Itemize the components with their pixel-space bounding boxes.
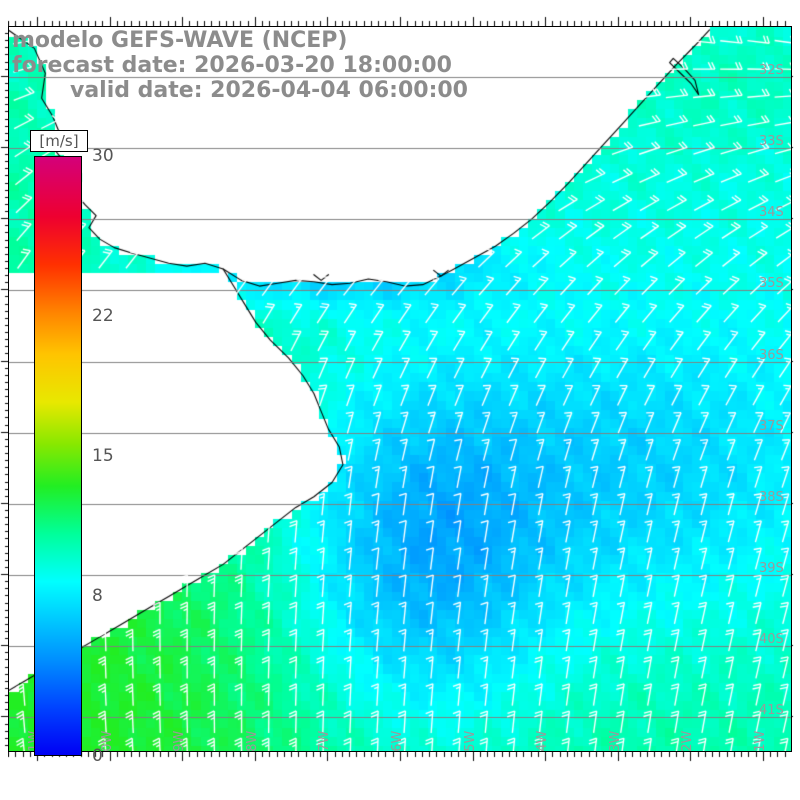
longitude-label-53w: 53W [607,730,623,752]
latitude-label-33s: 33S [759,134,784,149]
colorbar-tick-30: 30 [92,146,114,166]
longitude-label-51w: 51W [752,730,768,752]
latitude-label-34s: 34S [759,205,784,221]
longitude-label-52w: 52W [680,730,696,752]
latitude-label-40s: 40S [759,632,784,648]
colorbar-tick-8: 8 [92,586,103,606]
colorbar-tick-0: 0 [92,746,103,766]
longitude-label-59w: 59W [172,730,188,752]
colorbar-gradient [34,156,82,756]
axis-ticks-top [8,16,792,26]
latitude-label-36s: 36S [759,347,784,363]
colorbar-unit-label: [m/s] [30,130,88,152]
longitude-label-55w: 55W [462,730,478,752]
axis-ticks-bottom [8,752,792,762]
wind-speed-field [9,27,791,751]
latitude-label-37s: 37S [759,418,784,434]
latitude-label-35s: 35S [759,276,784,292]
wind-barb-overlay [9,27,791,751]
longitude-label-56w: 56W [390,730,405,752]
axis-ticks-left [0,26,10,752]
latitude-label-41s: 41S [759,703,784,719]
latitude-label-39s: 39S [759,561,784,577]
longitude-label-58w: 58W [244,730,260,752]
longitude-label-54w: 54W [535,730,551,752]
latitude-label-38s: 38S [759,489,784,505]
latitude-label-32s: 32S [759,62,784,78]
colorbar-tick-22: 22 [92,306,114,326]
colorbar-tick-15: 15 [92,446,114,466]
longitude-label-57w: 57W [317,730,333,752]
